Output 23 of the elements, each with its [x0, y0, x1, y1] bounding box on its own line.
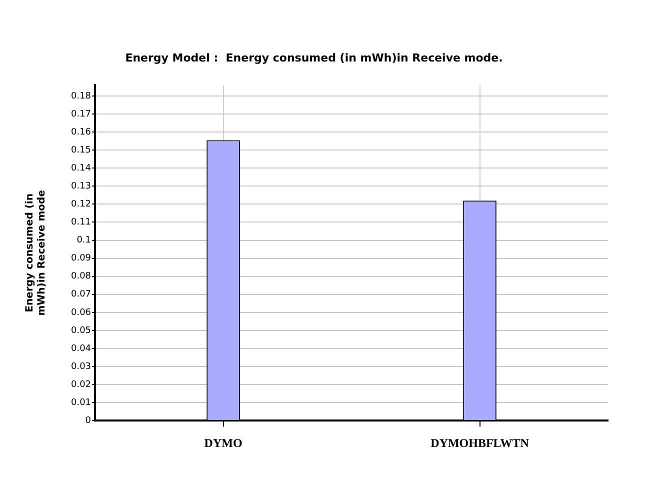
y-axis-title: Energy consumed (in mWh)in Receive mode — [24, 190, 48, 316]
chart-title: Energy Model : Energy consumed (in mWh)in Receive mode. — [125, 51, 503, 64]
y-tick-label: 0.07 — [70, 290, 92, 300]
y-tick-label: 0.11 — [70, 218, 92, 228]
y-tick-label: 0.04 — [70, 344, 92, 354]
y-tick-label: 0.12 — [70, 200, 92, 210]
y-tick-label: 0.17 — [70, 109, 92, 120]
x-tick-label: DYMOHBFLWTN — [430, 436, 530, 450]
y-tick-label: 0.1 — [76, 236, 92, 246]
y-tick-label: 0.01 — [70, 398, 92, 408]
x-tick-label: DYMO — [204, 436, 242, 450]
y-tick-label: 0.03 — [70, 362, 92, 372]
y-tick-label: 0.02 — [70, 380, 92, 390]
y-tick-label: 0.06 — [70, 308, 92, 318]
y-tick-label: 0 — [85, 416, 92, 426]
y-tick-label: 0.15 — [70, 145, 92, 156]
y-tick-label: 0.08 — [70, 272, 92, 282]
y-tick-label: 0.14 — [70, 163, 92, 174]
y-tick-label: 0.05 — [70, 326, 92, 336]
y-tick-label: 0.13 — [70, 182, 92, 192]
y-tick-label: 0.16 — [70, 127, 92, 138]
y-tick-label: 0.18 — [70, 91, 92, 102]
y-tick-label: 0.09 — [70, 254, 92, 264]
